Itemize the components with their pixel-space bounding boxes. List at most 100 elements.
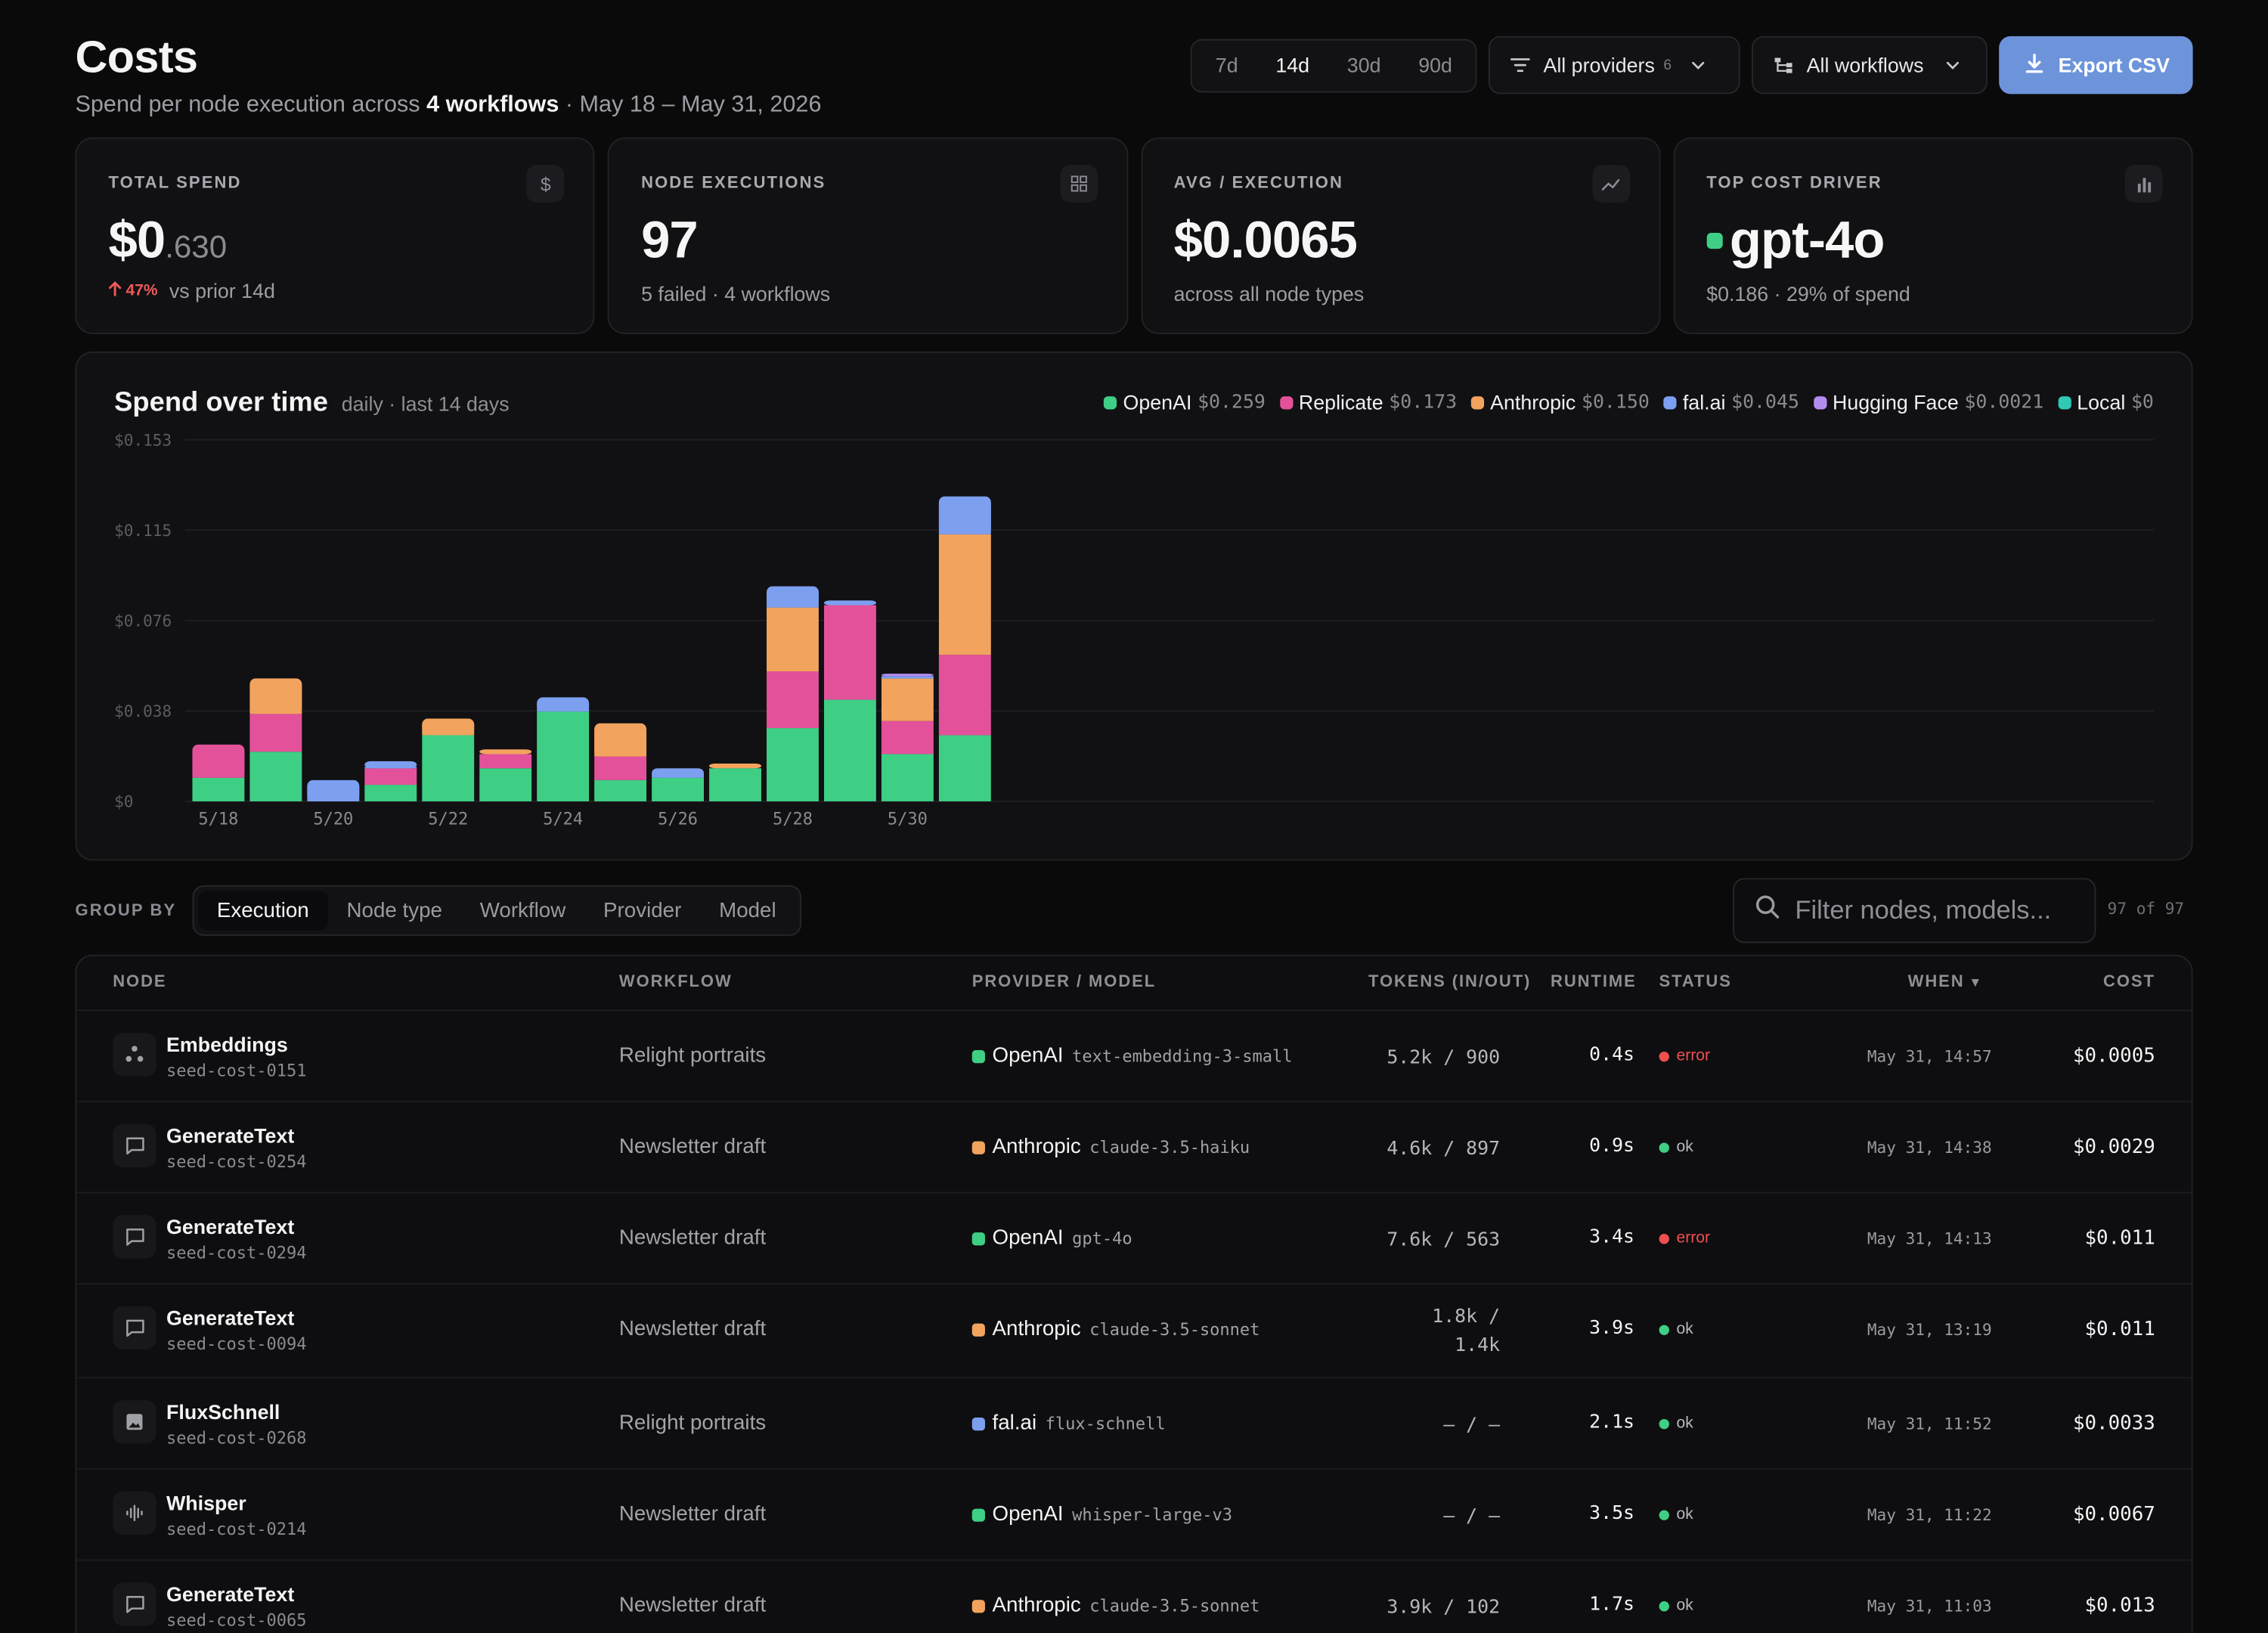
bar-segment-openai[interactable] — [594, 779, 647, 801]
table-row[interactable]: GenerateText seed-cost-0065 Newsletter d… — [76, 1560, 2191, 1633]
groupby-model[interactable]: Model — [719, 899, 776, 922]
col-node[interactable]: NODE — [113, 973, 167, 991]
node-name: FluxSchnell — [166, 1400, 280, 1424]
cost: $0.011 — [2084, 1318, 2155, 1341]
groupby-provider[interactable]: Provider — [603, 899, 682, 922]
providers-dropdown[interactable]: All providers 6 — [1488, 36, 1740, 95]
bar-segment-fill — [594, 729, 647, 757]
provider-model: OpenAI gpt-4o — [971, 1226, 1132, 1250]
table-row[interactable]: FluxSchnell seed-cost-0268 Relight portr… — [76, 1378, 2192, 1470]
groupby-workflow[interactable]: Workflow — [479, 899, 566, 922]
provider-model: OpenAI text-embedding-3-small — [971, 1044, 1293, 1067]
bar-segment-replicate[interactable] — [938, 655, 991, 736]
legend-item-openai[interactable]: OpenAI $0.259 — [1104, 391, 1266, 414]
bar-segment-openai[interactable] — [249, 751, 302, 801]
table-header: NODE WORKFLOW PROVIDER / MODEL TOKENS (I… — [76, 956, 2192, 1012]
grid-icon — [1059, 165, 1098, 203]
bar-segment-anthropic[interactable] — [767, 607, 819, 672]
bar-segment-openai[interactable] — [709, 768, 761, 801]
bar-segment-openai[interactable] — [652, 777, 705, 801]
status-dot — [1659, 1051, 1669, 1061]
chat-icon — [113, 1215, 156, 1259]
export-csv-button[interactable]: Export CSV — [1999, 36, 2193, 95]
range-tab-30d[interactable]: 30d — [1346, 53, 1381, 77]
bar-segment-replicate[interactable] — [881, 720, 934, 755]
bar-segment-anthropic[interactable] — [881, 678, 934, 721]
bar-segment-fill — [537, 703, 590, 712]
chat-icon — [113, 1582, 156, 1626]
kpi-sub: 47% vs prior 14d — [108, 279, 561, 302]
tokens: — / — — [1443, 1505, 1501, 1528]
range-tab-90d[interactable]: 90d — [1418, 53, 1452, 77]
col-workflow[interactable]: WORKFLOW — [618, 973, 733, 991]
timestamp: May 31, 13:19 — [1867, 1320, 1992, 1340]
runtime: 1.7s — [1589, 1594, 1635, 1616]
tokens: 1.8k / 1.4k — [1432, 1303, 1500, 1362]
bar-segment-hugging-face[interactable] — [881, 674, 934, 677]
workflow-name: Relight portraits — [618, 1411, 767, 1435]
bar-segment-openai[interactable] — [537, 711, 590, 801]
bar-segment-replicate[interactable] — [479, 754, 532, 769]
range-tab-7d[interactable]: 7d — [1215, 53, 1238, 77]
workflows-dropdown[interactable]: All workflows — [1751, 36, 1988, 95]
groupby-node-type[interactable]: Node type — [346, 899, 442, 922]
legend-item-huggingface[interactable]: Hugging Face $0.0021 — [1814, 391, 2043, 414]
legend-value: $0 — [2130, 391, 2154, 414]
table-row[interactable]: GenerateText seed-cost-0294 Newsletter d… — [76, 1193, 2192, 1285]
legend-item-falai[interactable]: fal.ai $0.045 — [1663, 391, 1799, 414]
legend-item-anthropic[interactable]: Anthropic $0.150 — [1471, 391, 1650, 414]
bar-segment-fal-ai[interactable] — [364, 761, 417, 769]
legend-item-replicate[interactable]: Replicate $0.173 — [1280, 391, 1457, 414]
node-id: seed-cost-0254 — [166, 1151, 307, 1172]
table-row[interactable]: GenerateText seed-cost-0094 Newsletter d… — [76, 1284, 2192, 1379]
bar-segment-openai[interactable] — [364, 785, 417, 801]
range-tab-14d[interactable]: 14d — [1275, 53, 1310, 77]
bar-segment-openai[interactable] — [938, 735, 991, 801]
bar-segment-openai[interactable] — [422, 735, 475, 801]
chart-subtitle: daily · last 14 days — [341, 392, 510, 416]
table-row[interactable]: Embeddings seed-cost-0151 Relight portra… — [76, 1011, 2192, 1102]
model-name: claude-3.5-haiku — [1089, 1136, 1250, 1157]
bar-segment-fal-ai[interactable] — [881, 676, 934, 679]
groupby-selector: Execution Node type Workflow Provider Mo… — [192, 885, 801, 936]
col-tokens[interactable]: TOKENS (IN/OUT) — [1368, 973, 1532, 991]
chat-icon — [113, 1306, 156, 1350]
table-row[interactable]: Whisper seed-cost-0214 Newsletter draft … — [76, 1470, 2192, 1561]
delta-badge: 47% — [108, 280, 158, 301]
search-input[interactable] — [1795, 895, 2085, 926]
bar-segment-openai[interactable] — [479, 768, 532, 801]
bar-segment-openai[interactable] — [881, 754, 934, 801]
bar-segment-replicate[interactable] — [594, 756, 647, 780]
bar-segment-anthropic[interactable] — [479, 749, 532, 755]
timestamp: May 31, 14:13 — [1867, 1229, 1992, 1249]
legend-item-local[interactable]: Local $0 — [2058, 391, 2154, 414]
bar-segment-openai[interactable] — [192, 777, 245, 801]
col-cost[interactable]: COST — [2103, 973, 2155, 991]
bar-segment-anthropic[interactable] — [709, 763, 761, 769]
bar-segment-replicate[interactable] — [364, 768, 417, 786]
model-name: text-embedding-3-small — [1072, 1046, 1293, 1067]
bar-segment-replicate[interactable] — [824, 605, 876, 700]
tokens: 5.2k / 900 — [1387, 1047, 1501, 1069]
cost: $0.0033 — [2072, 1411, 2155, 1435]
col-when[interactable]: WHEN ▼ — [1908, 974, 1984, 991]
bar-segment-replicate[interactable] — [249, 714, 302, 752]
bar-segment-openai[interactable] — [824, 699, 876, 801]
y-tick-label: $0.076 — [114, 611, 172, 630]
table-row[interactable]: GenerateText seed-cost-0254 Newsletter d… — [76, 1102, 2192, 1194]
bar-segment-fal-ai[interactable] — [824, 600, 876, 606]
col-status[interactable]: STATUS — [1659, 973, 1732, 991]
bar-segment-openai[interactable] — [767, 728, 819, 801]
page-title: Costs — [75, 32, 198, 83]
col-provider-model[interactable]: PROVIDER / MODEL — [971, 973, 1157, 991]
bar-segment-fill — [192, 750, 245, 778]
bar-segment-anthropic[interactable] — [938, 534, 991, 655]
providers-count: 6 — [1663, 57, 1672, 73]
kpi-value: gpt-4o — [1706, 209, 2159, 270]
bar-segment-replicate[interactable] — [767, 671, 819, 729]
col-runtime[interactable]: RUNTIME — [1551, 973, 1637, 991]
timestamp: May 31, 11:52 — [1867, 1415, 1992, 1434]
kpi-value: 97 — [641, 209, 699, 269]
groupby-execution[interactable]: Execution — [198, 891, 328, 931]
